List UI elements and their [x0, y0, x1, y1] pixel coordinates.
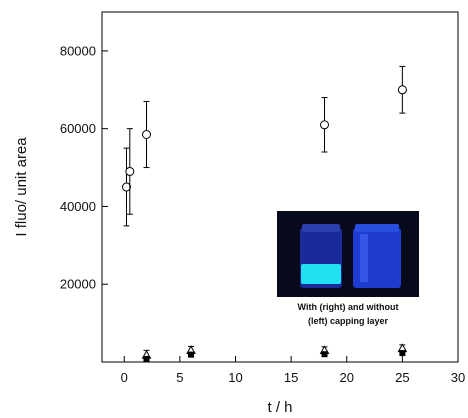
data-point-square — [143, 355, 150, 362]
x-tick-label: 20 — [340, 370, 354, 385]
inset-caption-box — [277, 297, 419, 327]
y-tick-label: 80000 — [60, 43, 96, 58]
y-axis-ticks: 20000 40000 60000 80000 — [60, 43, 108, 292]
x-axis-label: t / h — [267, 399, 292, 416]
x-tick-label: 5 — [176, 370, 183, 385]
x-axis-ticks: 0 5 10 15 20 25 30 — [121, 356, 465, 385]
x-tick-label: 15 — [284, 370, 298, 385]
data-marks — [121, 65, 408, 362]
inset-caption-line-1: With (right) and without — [298, 302, 399, 312]
data-point-circle — [397, 85, 407, 95]
vial-right-sheen — [360, 234, 368, 282]
x-tick-label: 10 — [228, 370, 242, 385]
vial-left-cap — [302, 224, 340, 232]
data-point-circle — [125, 166, 135, 176]
data-point-circle — [320, 120, 329, 130]
data-point-square — [188, 351, 194, 358]
y-tick-label: 20000 — [60, 277, 96, 292]
y-tick-label: 40000 — [60, 199, 96, 214]
data-point-circle — [142, 130, 151, 139]
data-point-square — [321, 351, 328, 358]
inset-caption-line-2: (left) capping layer — [308, 316, 389, 326]
data-point-square — [399, 350, 406, 357]
y-tick-label: 60000 — [60, 121, 96, 136]
x-tick-label: 25 — [395, 370, 409, 385]
vial-left-glow — [301, 264, 341, 284]
x-tick-label: 30 — [451, 370, 465, 385]
y-axis-label: I fluo/ unit area — [13, 137, 30, 237]
x-tick-label: 0 — [121, 370, 128, 385]
data-point-circle — [121, 182, 131, 192]
inset-photo: With (right) and without (left) capping … — [277, 211, 419, 327]
vial-right-cap — [355, 224, 399, 232]
